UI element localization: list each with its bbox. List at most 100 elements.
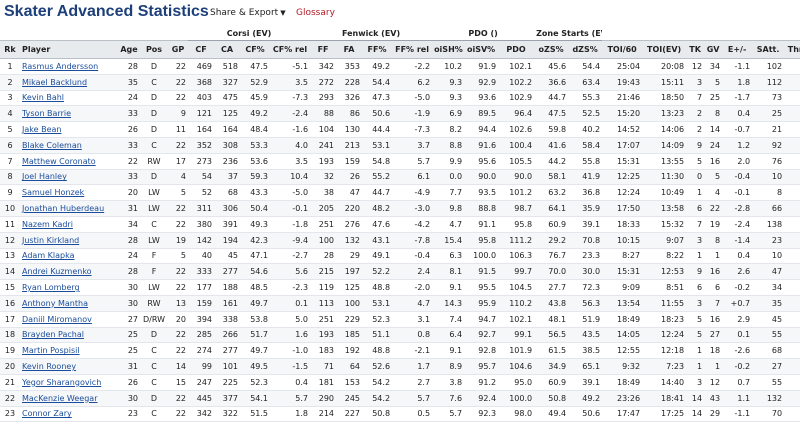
column-header[interactable]: Age (118, 40, 140, 59)
stat-cell: 47.6 (362, 216, 393, 233)
player-link[interactable]: Tyson Barrie (22, 109, 72, 119)
table-row: 5 Jake Bean 26 D 11 164 164 48.4 -1.6 104 130 44.4-… (0, 121, 800, 138)
player-link[interactable]: Anthony Mantha (22, 298, 88, 308)
player-link[interactable]: Justin Kirkland (22, 235, 80, 245)
column-header[interactable]: GV (704, 40, 723, 59)
stat-cell: 102 (752, 58, 785, 75)
table-row: 19 Martin Pospisil 25 C 22 274 277 49.7 -1.0 183 1… (0, 342, 800, 360)
player-link[interactable]: Blake Coleman (22, 140, 82, 150)
stat-cell: 35.9 (568, 200, 603, 217)
player-link[interactable]: Martin Pospisil (22, 346, 80, 356)
column-header[interactable]: oZS% (534, 40, 569, 59)
stat-cell: 132 (336, 232, 363, 249)
stat-cell: 8:51 (642, 279, 687, 296)
glossary-link[interactable]: Glossary (296, 8, 335, 18)
stat-cell: 14 (168, 358, 189, 375)
stat-cell: 4.7 (392, 295, 433, 312)
player-link[interactable]: MacKenzie Weegar (22, 393, 98, 403)
position-cell: F (140, 248, 168, 265)
share-export-menu[interactable]: Share & Export ▼ (210, 8, 286, 18)
player-link[interactable]: Adam Klapka (22, 251, 75, 261)
group-pdo: PDO () (432, 26, 535, 41)
stat-cell: 4.7 (432, 216, 465, 233)
stat-cell: 101.9 (498, 342, 535, 360)
column-header[interactable]: dZS% (568, 40, 603, 59)
player-cell: Martin Pospisil (20, 342, 118, 360)
stat-cell: 24 (118, 248, 140, 265)
column-header[interactable]: E+/- (722, 40, 753, 59)
player-link[interactable]: Joel Hanley (22, 172, 67, 182)
stat-cell: 49.2 (568, 390, 603, 407)
stat-cell: 11 (168, 121, 189, 138)
stat-cell: 6.3 (432, 248, 465, 265)
stat-cell: 48.0 (784, 105, 800, 123)
stat-cell: 197 (336, 263, 363, 281)
stat-cell: 58.4 (568, 137, 603, 154)
column-header[interactable]: SAtt. (752, 40, 785, 59)
stat-cell: 72.3 (568, 279, 603, 296)
stat-cell: 13:23 (642, 105, 687, 123)
column-header[interactable]: CA (214, 40, 241, 59)
stat-cell: 18:33 (602, 216, 643, 233)
column-header[interactable]: CF% (240, 40, 271, 59)
player-link[interactable]: Yegor Sharangovich (22, 377, 102, 387)
player-link[interactable]: Andrei Kuzmenko (22, 267, 92, 277)
column-header[interactable]: Rk (0, 40, 20, 59)
column-header[interactable]: CF% rel (270, 40, 311, 59)
column-header[interactable]: CF (188, 40, 215, 59)
column-header[interactable]: Thru% (784, 40, 800, 59)
stat-cell: 181 (310, 374, 337, 391)
player-cell: Rasmus Andersson (20, 58, 118, 75)
player-link[interactable]: Brayden Pachal (22, 330, 84, 340)
stat-cell: 56.5 (534, 327, 569, 344)
column-header[interactable]: TOI/60 (602, 40, 643, 59)
column-header[interactable]: PDO (498, 40, 535, 59)
column-header[interactable]: TOI(EV) (642, 40, 687, 59)
stat-cell: 64.1 (534, 200, 569, 217)
player-link[interactable]: Matthew Coronato (22, 156, 96, 166)
player-link[interactable]: Jake Bean (22, 125, 62, 135)
column-header[interactable]: Player (20, 40, 118, 59)
stat-cell: -1.8 (270, 216, 311, 233)
player-link[interactable]: Nazem Kadri (22, 219, 73, 229)
stat-cell: 9.3 (432, 90, 465, 107)
player-link[interactable]: Rasmus Andersson (22, 61, 99, 71)
player-link[interactable]: Jonathan Huberdeau (22, 204, 105, 214)
stat-cell: 50.4 (240, 200, 271, 217)
stat-cell: 194 (214, 232, 241, 249)
column-header[interactable]: TK (686, 40, 705, 59)
stat-cell: 102.9 (498, 90, 535, 107)
column-header[interactable]: FF% (362, 40, 393, 59)
stat-cell: 4 (168, 169, 189, 186)
stat-cell: 48.1 (534, 311, 569, 328)
stat-cell: 55.2 (362, 169, 393, 186)
player-link[interactable]: Mikael Backlund (22, 77, 88, 87)
column-header[interactable]: FA (336, 40, 363, 59)
stat-cell: 22 (168, 263, 189, 281)
player-link[interactable]: Kevin Rooney (22, 362, 77, 372)
player-link[interactable]: Ryan Lomberg (22, 283, 80, 293)
stat-cell: 2.7 (392, 374, 433, 391)
column-header[interactable]: oiSV% (464, 40, 499, 59)
stat-cell: 0.0 (432, 169, 465, 186)
column-header[interactable]: oiSH% (432, 40, 465, 59)
stat-cell: 228 (336, 74, 363, 91)
column-header[interactable]: FF% rel (392, 40, 433, 59)
player-link[interactable]: Samuel Honzek (22, 188, 85, 198)
rank-cell: 7 (0, 153, 20, 170)
table-row: 2 Mikael Backlund 35 C 22 368 327 52.9 3.5 272 228… (0, 74, 800, 91)
stat-cell: 18:41 (642, 390, 687, 407)
column-header[interactable]: GP (168, 40, 189, 59)
stat-cell: 17:47 (602, 406, 643, 423)
stat-cell: 338 (214, 311, 241, 328)
column-header[interactable]: Pos (140, 40, 168, 59)
stat-cell: 8 (752, 184, 785, 202)
stat-cell: 95.0 (498, 374, 535, 391)
column-header[interactable]: FF (310, 40, 337, 59)
player-link[interactable]: Kevin Bahl (22, 93, 65, 103)
group-header-row: Corsi (EV) Fenwick (EV) PDO () Zone Star… (0, 26, 800, 41)
stat-cell: 8:22 (642, 248, 687, 265)
player-link[interactable]: Connor Zary (22, 409, 72, 419)
player-link[interactable]: Daniil Miromanov (22, 314, 92, 324)
stat-cell: 8.9 (432, 358, 465, 375)
